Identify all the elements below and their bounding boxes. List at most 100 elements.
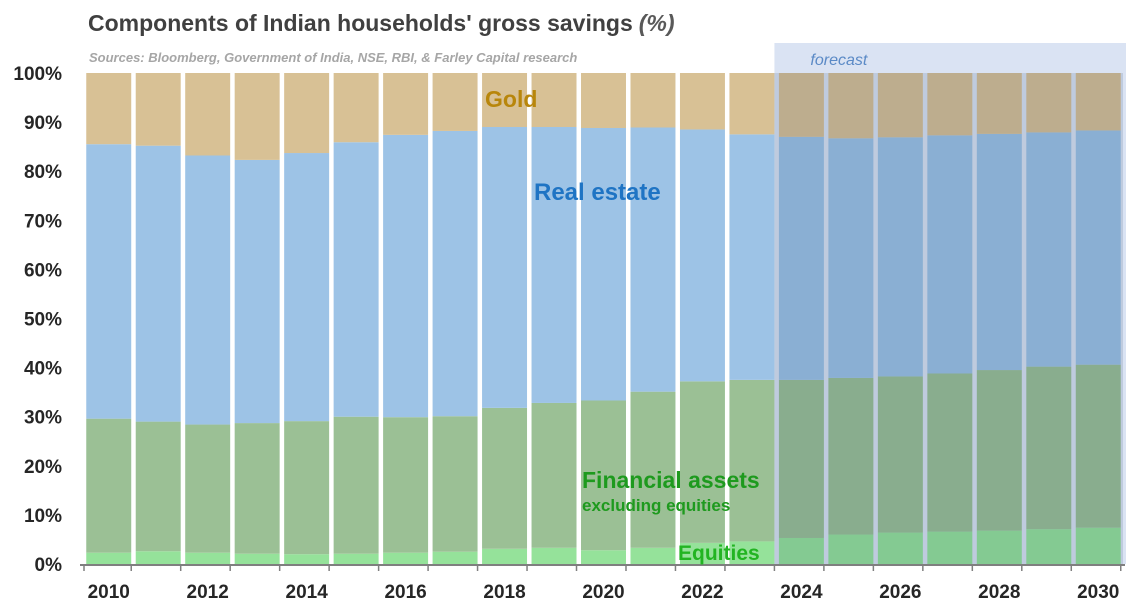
bar-real_estate-2029 [1026,132,1072,367]
bar-gold-2016 [383,73,429,135]
bar-gold-2011 [135,73,181,146]
x-tick-2014: 2014 [286,582,329,603]
bar-financial-2026 [877,376,923,533]
y-tick-20: 20% [24,457,62,478]
x-tick-2022: 2022 [681,582,723,603]
bar-equities-2026 [877,532,923,564]
bar-gold-2018 [482,73,528,128]
bar-real_estate-2028 [976,133,1022,371]
bar-gold-2020 [581,73,626,128]
bar-equities-2029 [1026,529,1072,564]
y-tick-0: 0% [35,555,63,576]
bar-financial-2028 [976,370,1022,531]
x-tick-2010: 2010 [88,582,130,603]
bar-equities-2024 [778,537,824,564]
bar-gold-2015 [333,73,379,143]
bar-financial-2022 [679,381,725,543]
label-financial-assets-sub: excluding equities [582,496,730,515]
bar-gold-2012 [185,73,231,156]
bar-gold-2027 [927,73,973,136]
series-label-layer: Gold Real estate Financial assets exclud… [485,86,760,565]
bar-layer [86,73,1123,564]
label-gold: Gold [485,86,537,112]
bar-financial-2025 [828,377,874,535]
bar-real_estate-2021 [630,127,676,392]
bar-financial-2017 [432,416,478,552]
y-tick-80: 80% [24,162,62,183]
bar-gold-2023 [729,73,775,135]
y-tick-70: 70% [24,211,62,232]
label-real-estate: Real estate [534,179,661,206]
bar-financial-2018 [482,407,528,549]
x-tick-2012: 2012 [187,582,229,603]
bar-equities-2018 [482,548,528,564]
bar-equities-2027 [927,531,973,564]
label-financial-assets: Financial assets [582,467,760,493]
bar-equities-2025 [828,534,874,564]
label-equities: Equities [678,542,760,565]
bar-equities-2020 [581,550,626,564]
forecast-label: forecast [810,52,867,69]
bar-gold-2017 [432,73,478,131]
bar-gold-2021 [630,73,676,128]
bar-real_estate-2018 [482,127,528,408]
bar-equities-2028 [976,530,1022,564]
bar-financial-2020 [581,400,626,551]
bar-real_estate-2016 [383,134,429,418]
bar-equities-2013 [234,553,280,564]
bar-financial-2016 [383,417,429,553]
bar-gold-2025 [828,73,874,139]
bar-gold-2013 [234,73,280,160]
bar-financial-2019 [531,402,577,548]
x-tick-2020: 2020 [582,582,624,603]
forecast-overlay [774,73,1123,564]
bar-financial-2011 [135,421,181,552]
y-tick-10: 10% [24,506,62,527]
x-tick-2018: 2018 [483,582,525,603]
bar-equities-2017 [432,551,478,564]
bar-financial-2013 [234,423,280,554]
bar-real_estate-2010 [86,144,132,419]
bar-real_estate-2030 [1075,130,1121,365]
bar-real_estate-2011 [135,145,181,422]
bar-gold-2022 [679,73,725,130]
bar-real_estate-2020 [581,127,626,401]
bar-financial-2029 [1026,366,1072,530]
bar-gold-2028 [976,73,1022,134]
bar-equities-2011 [135,551,181,564]
y-tick-90: 90% [24,113,62,134]
bar-equities-2021 [630,547,676,564]
bar-equities-2014 [284,554,330,564]
y-tick-30: 30% [24,408,62,429]
bar-equities-2012 [185,552,231,564]
x-tick-2024: 2024 [780,582,823,603]
bar-financial-2012 [185,424,231,553]
bar-gold-2030 [1075,73,1121,131]
bar-financial-2030 [1075,364,1121,528]
bar-equities-2016 [383,552,429,564]
bar-equities-2030 [1075,527,1121,564]
bar-real_estate-2013 [234,159,280,424]
bar-real_estate-2025 [828,138,874,378]
bar-real_estate-2024 [778,136,824,380]
chart-source: Sources: Bloomberg, Government of India,… [89,50,578,65]
x-tick-2028: 2028 [978,582,1020,603]
bar-financial-2027 [927,373,973,532]
bar-real_estate-2019 [531,127,577,403]
bar-real_estate-2022 [679,129,725,382]
axis-layer: 0% 10% 20% 30% 40% 50% 60% 70% 80% 90% 100% 2010 201… [13,64,1125,603]
bar-real_estate-2014 [284,153,330,422]
bar-financial-2023 [729,379,775,542]
bar-equities-2022 [679,542,725,564]
bar-gold-2024 [778,73,824,137]
bar-real_estate-2023 [729,134,775,380]
bar-gold-2014 [284,73,330,154]
y-tick-60: 60% [24,260,62,281]
bar-equities-2019 [531,547,577,564]
y-tick-100: 100% [13,64,62,85]
y-tick-40: 40% [24,359,62,380]
bar-financial-2021 [630,391,676,548]
bar-real_estate-2027 [927,135,973,374]
bar-real_estate-2015 [333,142,379,417]
bar-gold-2019 [531,73,577,128]
